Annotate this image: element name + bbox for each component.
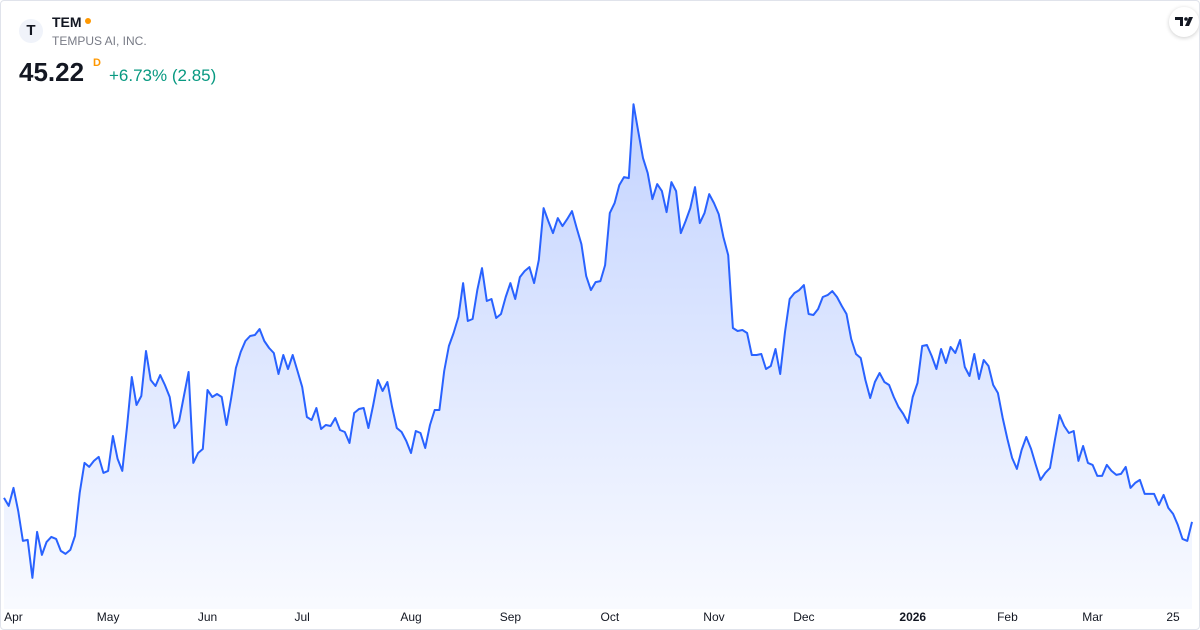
company-name: TEMPUS AI, INC. bbox=[52, 34, 147, 48]
x-tick-label: Apr bbox=[4, 610, 23, 624]
ticker[interactable]: TEM bbox=[52, 14, 82, 30]
x-tick-label: Feb bbox=[997, 610, 1018, 624]
x-tick-label: May bbox=[97, 610, 120, 624]
x-tick-label: Jul bbox=[295, 610, 310, 624]
symbol-logo: T bbox=[19, 19, 43, 43]
x-tick-label: 2026 bbox=[899, 610, 926, 624]
x-tick-label: 25 bbox=[1166, 610, 1180, 624]
x-tick-label: Sep bbox=[500, 610, 522, 624]
price-area bbox=[4, 104, 1192, 609]
x-tick-label: Mar bbox=[1082, 610, 1103, 624]
x-tick-label: Nov bbox=[703, 610, 724, 624]
price-line bbox=[3, 103, 1193, 579]
x-tick-label: Oct bbox=[600, 610, 619, 624]
last-price: 45.22 bbox=[19, 57, 85, 87]
x-tick-label: Jun bbox=[198, 610, 217, 624]
interval: D bbox=[93, 57, 101, 69]
x-tick-label: Aug bbox=[400, 610, 421, 624]
x-tick-label: Dec bbox=[793, 610, 814, 624]
market-status-dot bbox=[85, 18, 91, 24]
brand-logo[interactable] bbox=[1169, 7, 1199, 37]
brand-logo-icon bbox=[1175, 17, 1193, 26]
price-change: +6.73% (2.85) bbox=[109, 66, 217, 85]
